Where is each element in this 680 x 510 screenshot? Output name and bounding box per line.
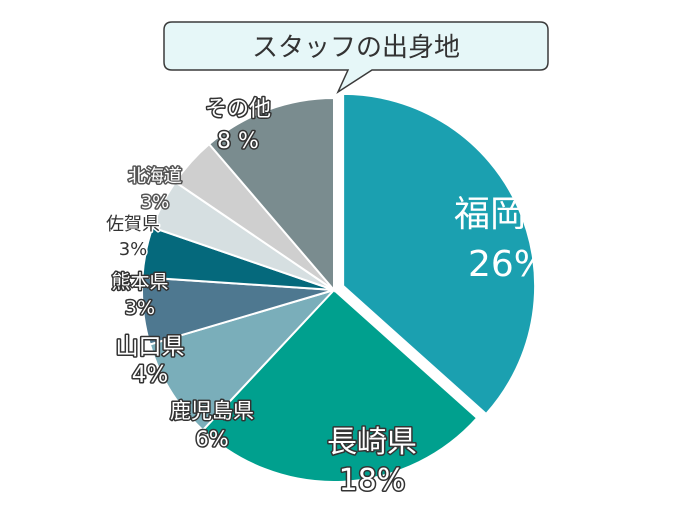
slice-name-label: 熊本県 [111,271,168,293]
slice-name-label: 北海道 [128,166,182,187]
slice-name-label: 佐賀県 [106,214,160,235]
slice-value-label: 8 % [217,129,259,154]
slice-value-label: 18% [339,463,406,498]
slice-value-label: 3% [125,297,155,319]
slice-name-label: 福岡県 [454,194,562,235]
slice-name-label: その他 [205,97,271,122]
slice-name-label: 長崎県 [327,425,417,460]
slice-value-label: 4% [132,362,169,388]
slice-value-label: 3% [119,239,148,260]
slice-value-label: 3% [141,192,170,213]
slice-name-label: 鹿児島県 [170,399,254,423]
chart-title: スタッフの出身地 [252,33,460,63]
slice-name-label: 山口県 [116,334,185,360]
pie-slices [141,92,537,483]
pie-slice-3 [148,287,338,432]
slice-value-label: 26% [468,244,548,285]
pie-slice-8 [207,96,335,293]
pie-labels: 福岡県26%長崎県18%鹿児島県6%山口県4%熊本県3%佐賀県3%北海道3%その… [105,96,563,500]
slice-value-label: 6% [195,427,228,451]
title-callout: スタッフの出身地 [163,21,549,95]
pie-slice-1 [342,92,537,416]
pie-slice-2 [201,288,479,483]
callout-bubble [163,21,549,95]
